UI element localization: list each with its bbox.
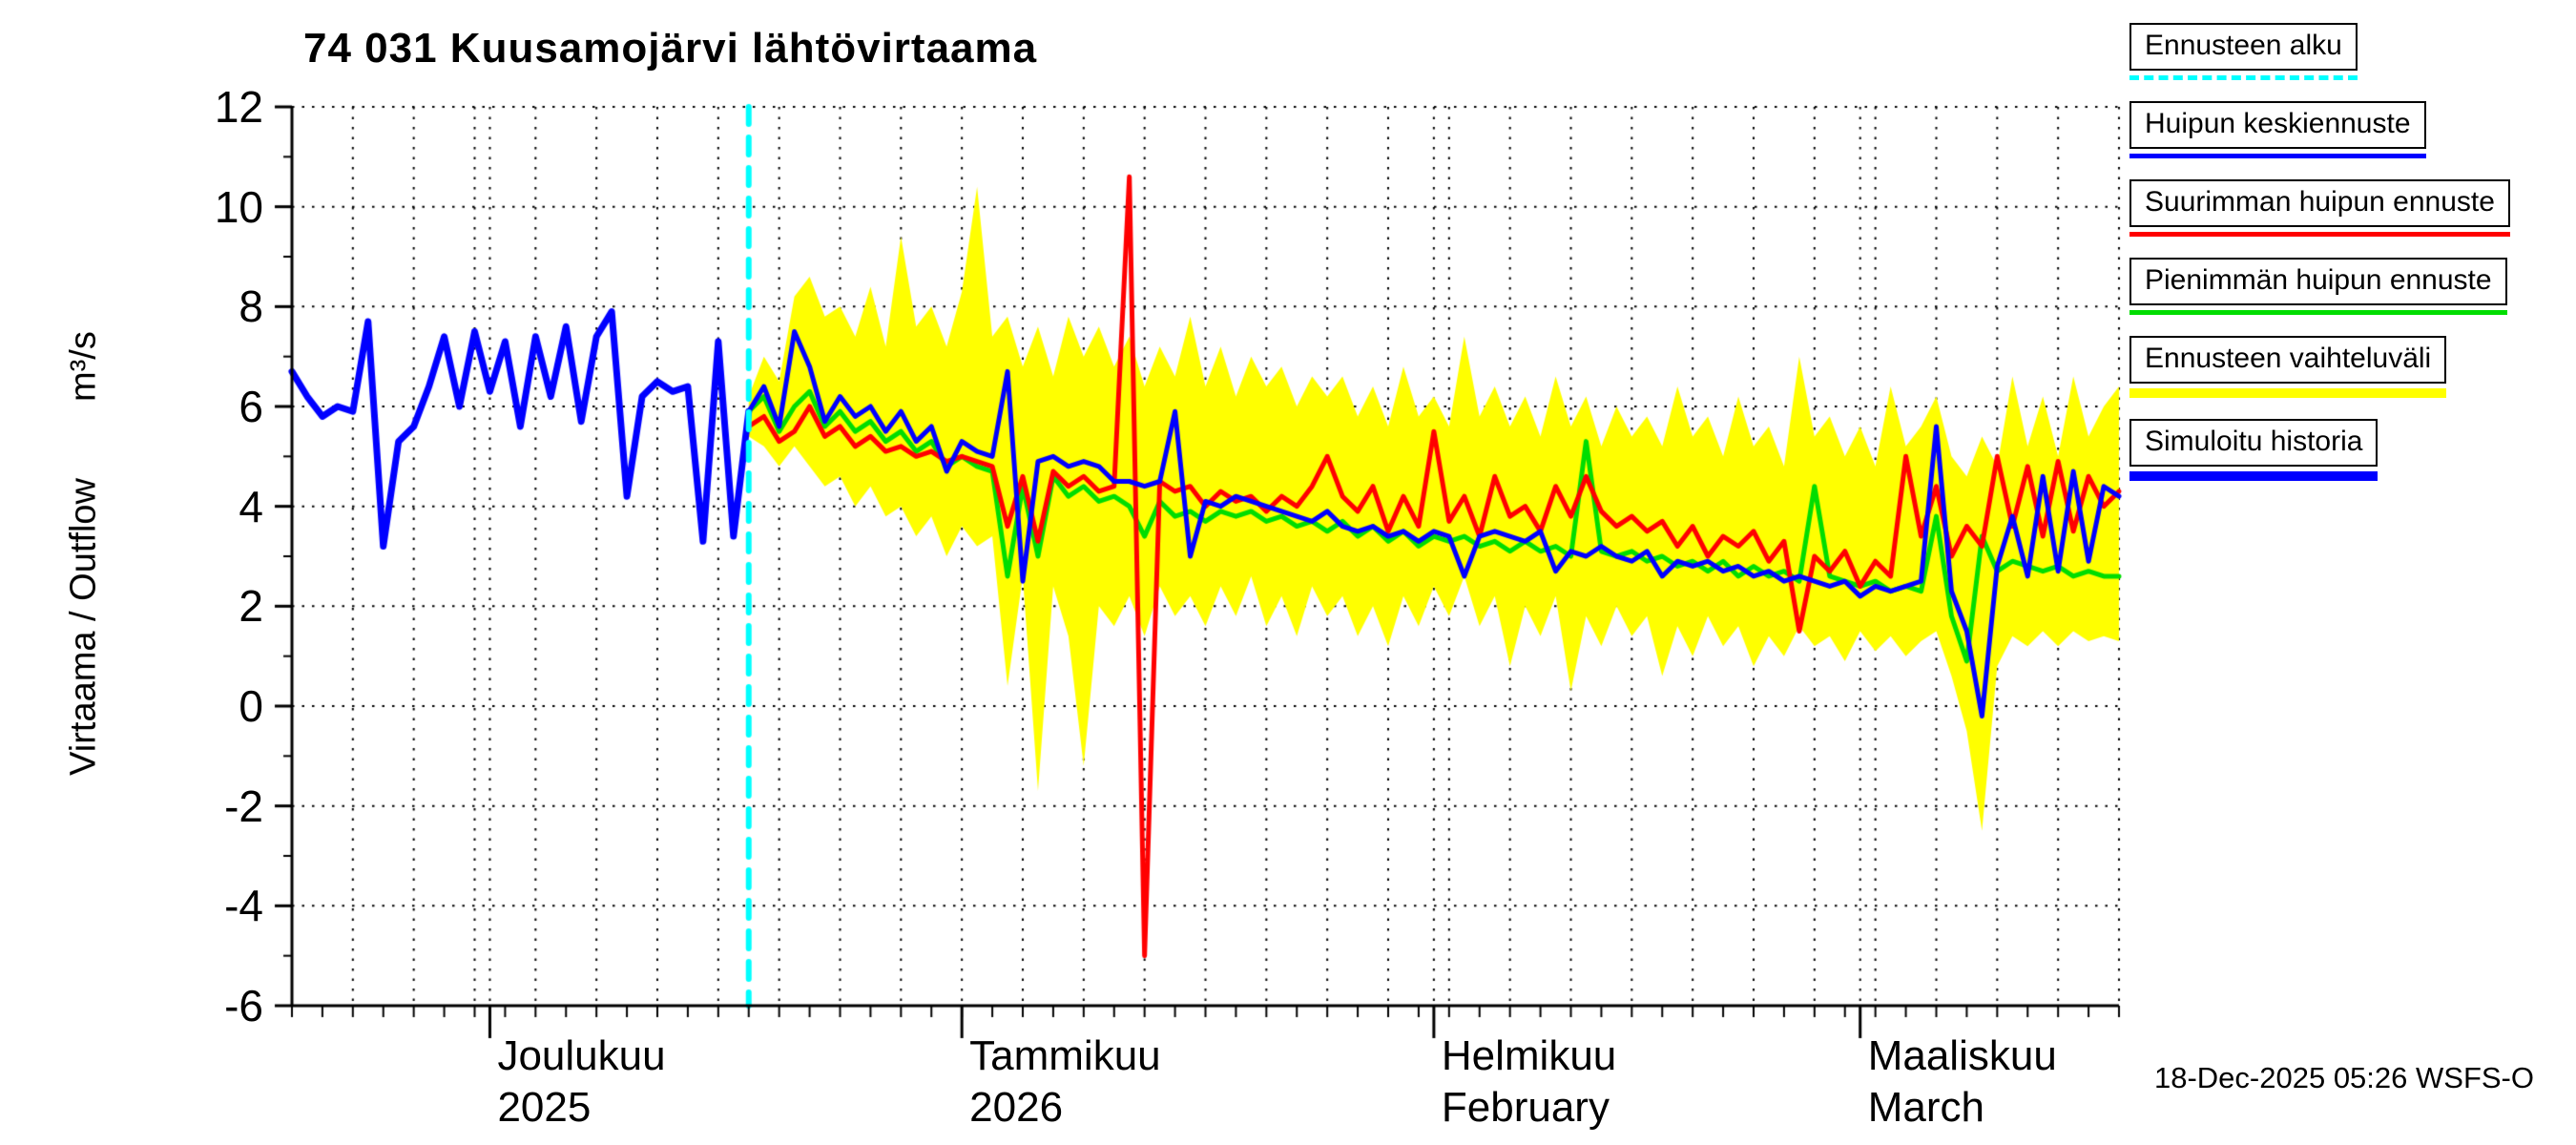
legend: Ennusteen alku Huipun keskiennuste Suurimm…	[2129, 23, 2510, 481]
legend-line-sample	[2129, 388, 2447, 398]
x-month-label: Maaliskuu March	[1868, 1030, 2057, 1134]
x-month-label: Tammikuu 2026	[969, 1030, 1161, 1134]
month-sublabel: March	[1867, 1084, 1984, 1131]
legend-line-sample	[2129, 232, 2510, 237]
y-tick-label: -6	[224, 981, 263, 1030]
legend-label: Ennusteen vaihteluväli	[2129, 336, 2447, 384]
y-tick-label: 6	[239, 382, 263, 431]
legend-line-sample	[2129, 75, 2358, 80]
legend-line-sample	[2129, 310, 2507, 315]
legend-label: Huipun keskiennuste	[2129, 101, 2426, 149]
legend-item-simuloitu-historia: Simuloitu historia	[2129, 419, 2379, 481]
month-name: Tammikuu	[969, 1032, 1161, 1079]
legend-item-ennusteen-alku: Ennusteen alku	[2129, 23, 2358, 80]
legend-item-pienimm-n-huipun-ennuste: Pienimmän huipun ennuste	[2129, 258, 2507, 315]
legend-item-huipun-keskiennuste: Huipun keskiennuste	[2129, 101, 2426, 158]
x-month-label: Helmikuu February	[1442, 1030, 1616, 1134]
x-month-label: Joulukuu 2025	[497, 1030, 665, 1134]
month-sublabel: 2026	[969, 1084, 1064, 1131]
y-tick-label: -4	[224, 881, 263, 931]
month-name: Maaliskuu	[1867, 1032, 2057, 1079]
timestamp: 18-Dec-2025 05:26 WSFS-O	[2153, 1061, 2534, 1094]
legend-label: Simuloitu historia	[2129, 419, 2379, 467]
legend-label: Suurimman huipun ennuste	[2129, 179, 2510, 227]
y-tick-label: -2	[224, 781, 263, 831]
y-tick-label: 0	[239, 681, 263, 731]
legend-line-sample	[2129, 154, 2426, 158]
legend-item-ennusteen-vaihteluv-li: Ennusteen vaihteluväli	[2129, 336, 2447, 398]
legend-item-suurimman-huipun-ennuste: Suurimman huipun ennuste	[2129, 179, 2510, 237]
legend-label: Ennusteen alku	[2129, 23, 2358, 71]
month-name: Joulukuu	[497, 1032, 666, 1079]
month-name: Helmikuu	[1441, 1032, 1617, 1079]
y-tick-label: 8	[239, 281, 263, 332]
y-tick-label: 12	[214, 82, 263, 132]
month-sublabel: 2025	[497, 1084, 592, 1131]
y-tick-label: 2	[239, 581, 263, 632]
y-tick-label: 4	[239, 481, 263, 531]
y-tick-label: 10	[214, 181, 263, 232]
chart-title: 74 031 Kuusamojärvi lähtövirtaama	[303, 25, 1038, 72]
month-sublabel: February	[1441, 1084, 1610, 1131]
legend-line-sample	[2129, 471, 2379, 481]
legend-label: Pienimmän huipun ennuste	[2129, 258, 2507, 305]
